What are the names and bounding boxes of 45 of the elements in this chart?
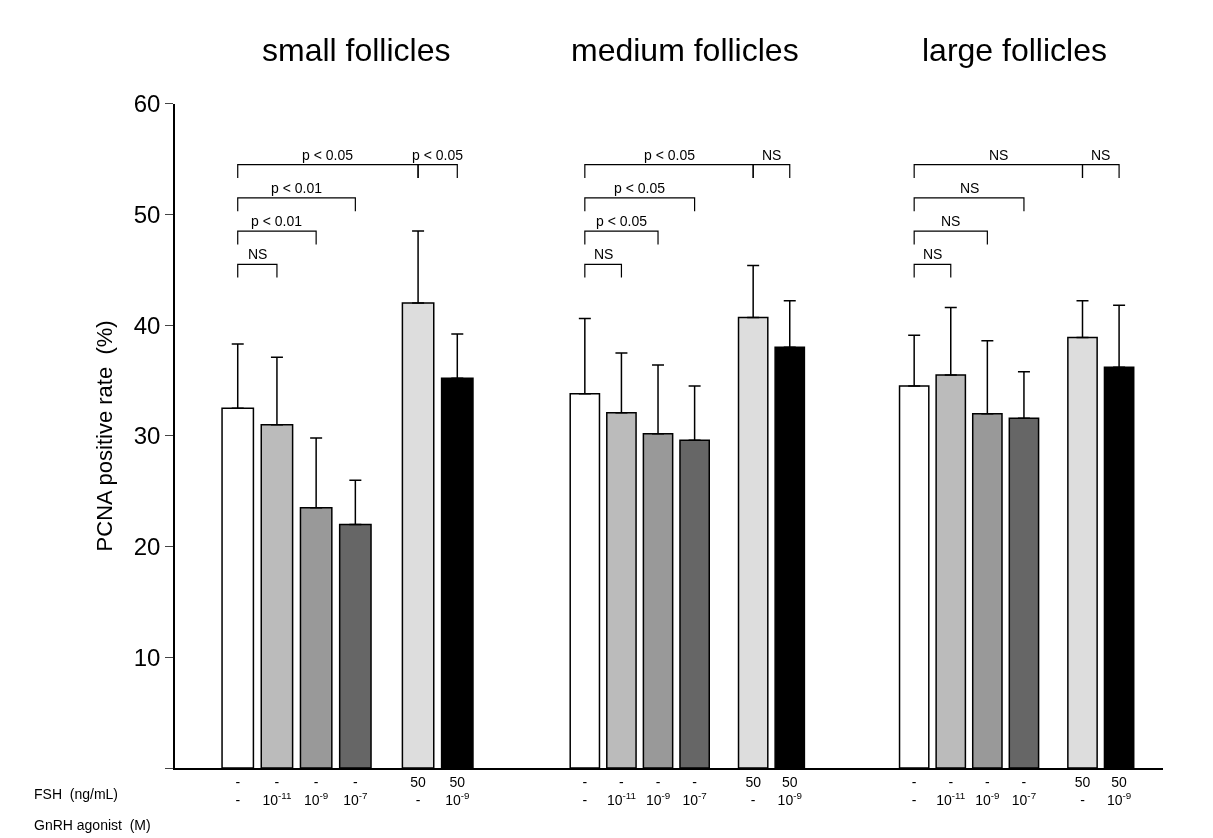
annotation: p < 0.05 (302, 147, 354, 163)
x-tick-label: - - (235, 773, 241, 808)
annotation: NS (594, 246, 614, 262)
x-tick-label: 50 - (745, 773, 762, 808)
annotation: NS (960, 180, 980, 196)
annotation: NS (941, 213, 961, 229)
x-tick-label: 50 - (410, 773, 427, 808)
y-tick-label: 50 (133, 200, 161, 228)
x-tick-label: - 10$^{-9}$ (303, 773, 329, 808)
x-tick-label: 50 10$^{-9}$ (445, 773, 470, 808)
text: GnRH agonist (M) (34, 817, 151, 833)
x-tick-label: - 10$^{-9}$ (975, 773, 1000, 808)
x-tick-label: - - (582, 773, 588, 808)
annotation: p < 0.05 (412, 147, 464, 163)
chart-title: medium follicles (571, 32, 799, 68)
y-tick-label: 20 (133, 533, 161, 560)
annotation: p < 0.05 (644, 147, 696, 163)
chart-title: small follicles (262, 32, 451, 68)
x-tick-label: - 10$^{-7}$ (1011, 773, 1037, 808)
annotation: NS (989, 147, 1009, 163)
annotation: NS (248, 246, 268, 262)
x-tick-label: - 10$^{-11}$ (606, 773, 636, 808)
y-tick-label: 40 (133, 311, 161, 339)
annotation: p < 0.01 (251, 213, 303, 229)
y-tick-label: 60 (133, 90, 161, 118)
annotation: p < 0.01 (271, 180, 323, 196)
chart-title: large follicles (922, 32, 1107, 68)
x-tick-label: - 10$^{-9}$ (645, 773, 671, 808)
annotation: NS (1091, 147, 1111, 163)
x-tick-label: - 10$^{-11}$ (262, 773, 292, 808)
annotation: NS (923, 246, 943, 262)
y-axis-title: PCNA positive rate (%) (92, 320, 118, 552)
text: FSH (ng/mL) (34, 786, 119, 802)
x-tick-label: - 10$^{-11}$ (936, 773, 966, 808)
annotation: p < 0.05 (596, 213, 648, 229)
annotation: p < 0.05 (614, 180, 666, 196)
y-tick-label: 10 (133, 643, 161, 671)
y-tick-label: 30 (133, 422, 161, 450)
x-tick-label: - - (911, 773, 917, 808)
x-tick-label: - 10$^{-7}$ (682, 773, 707, 808)
x-tick-label: 50 10$^{-9}$ (1106, 773, 1132, 808)
annotation: NS (762, 147, 782, 163)
x-tick-label: 50 - (1074, 773, 1091, 808)
x-tick-label: - 10$^{-7}$ (343, 773, 368, 808)
x-tick-label: 50 10$^{-9}$ (777, 773, 802, 808)
